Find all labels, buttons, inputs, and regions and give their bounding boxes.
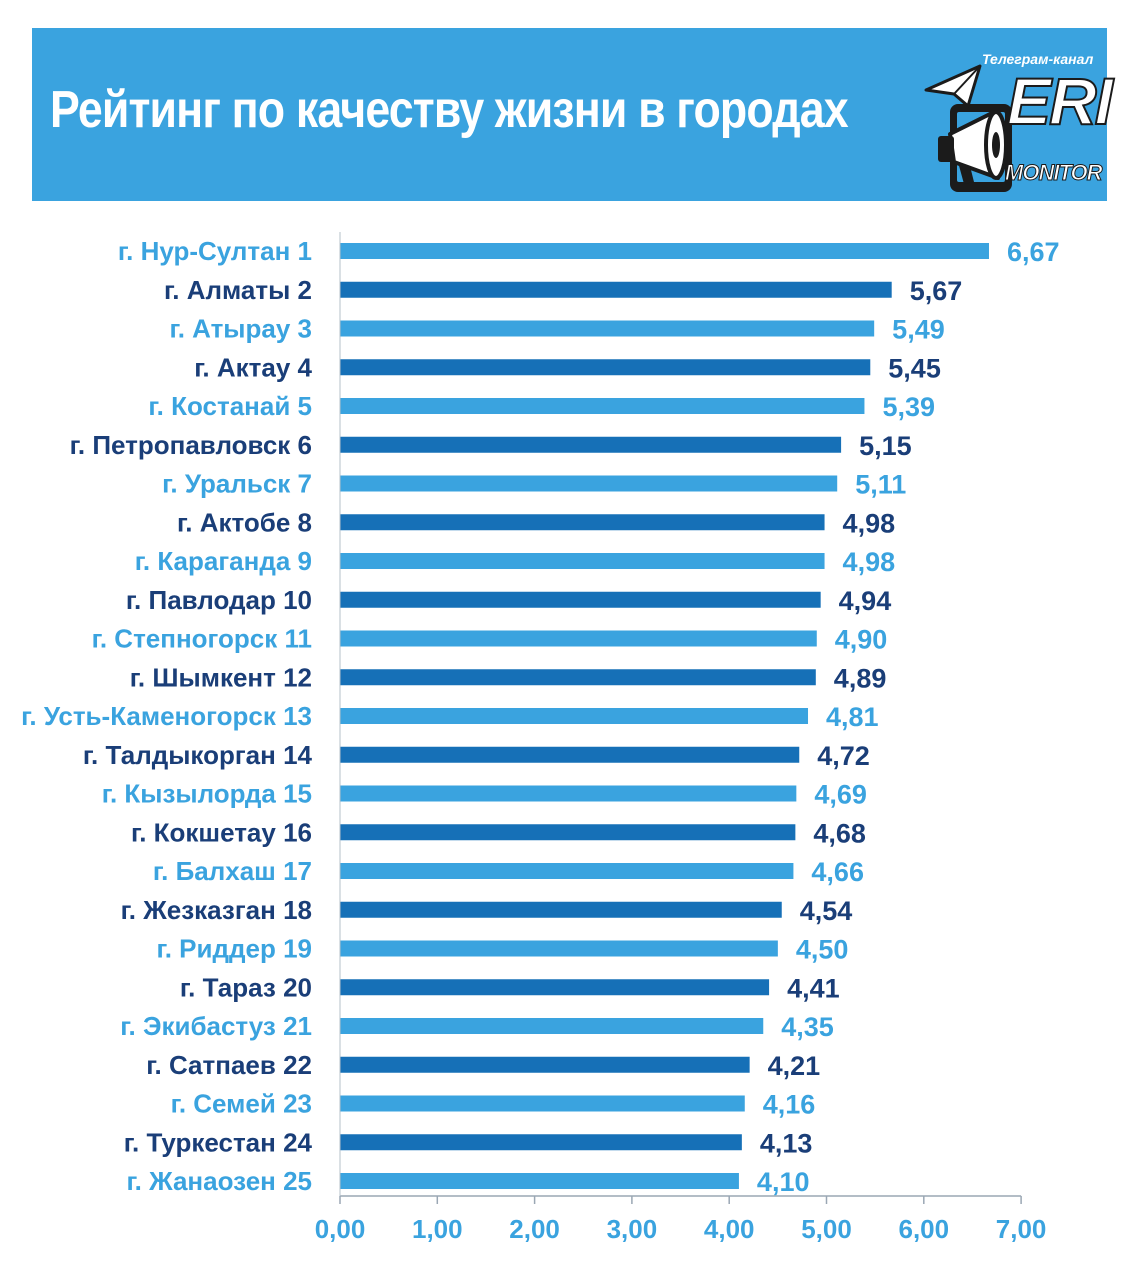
eri-monitor-logo: Телеграм-канал ERI MONITOR <box>902 46 1114 196</box>
value-label: 6,67 <box>1007 237 1060 267</box>
value-label: 4,98 <box>843 508 896 538</box>
value-label: 4,98 <box>843 547 896 577</box>
category-label: г. Балхаш 17 <box>153 856 312 886</box>
bar <box>340 1134 742 1151</box>
category-label: г. Алматы 2 <box>164 275 312 305</box>
value-label: 4,21 <box>768 1051 821 1081</box>
value-label: 5,39 <box>882 392 935 422</box>
bar <box>340 1095 745 1112</box>
logo-caption: Телеграм-канал <box>982 51 1094 67</box>
bar <box>340 436 842 453</box>
x-tick-label: 2,00 <box>509 1214 560 1244</box>
bar <box>340 746 800 763</box>
bar <box>340 281 892 298</box>
bar <box>340 591 821 608</box>
bar <box>340 1056 750 1073</box>
bar <box>340 824 796 841</box>
value-label: 5,67 <box>910 276 963 306</box>
value-label: 4,54 <box>800 896 853 926</box>
bar <box>340 359 871 376</box>
bar <box>340 553 825 569</box>
logo-subtitle: MONITOR <box>1004 160 1102 186</box>
bar <box>340 979 770 996</box>
value-label: 4,13 <box>760 1128 813 1158</box>
category-label: г. Кызылорда 15 <box>102 779 312 809</box>
bar <box>340 1018 764 1034</box>
value-label: 4,66 <box>811 857 864 887</box>
bar <box>340 785 797 802</box>
category-label: г. Туркестан 24 <box>124 1127 313 1157</box>
category-label: г. Костанай 5 <box>148 391 312 421</box>
value-label: 5,11 <box>855 470 906 500</box>
chart-bars: г. Нур-Султан 1 6,67 г. Алматы 2 5,67 г. Аты… <box>21 236 1059 1197</box>
category-label: г. Тараз 20 <box>180 972 312 1002</box>
category-label: г. Сатпаев 22 <box>146 1050 312 1080</box>
value-label: 5,15 <box>859 431 912 461</box>
title-banner: Рейтинг по качеству жизни в городах Теле… <box>32 28 1114 201</box>
bar <box>340 669 816 686</box>
bar <box>340 243 989 259</box>
category-label: г. Талдыкорган 14 <box>83 740 313 770</box>
megaphone-icon <box>924 64 1012 192</box>
value-label: 4,94 <box>839 586 892 616</box>
bar <box>340 630 817 647</box>
category-label: г. Петропавловск 6 <box>70 430 312 460</box>
value-label: 4,69 <box>814 780 867 810</box>
bar <box>340 708 809 724</box>
value-label: 4,81 <box>826 702 879 732</box>
value-label: 5,49 <box>892 315 945 345</box>
bar <box>340 901 782 918</box>
category-label: г. Атырау 3 <box>169 314 312 344</box>
value-label: 4,72 <box>817 741 870 771</box>
category-label: г. Уральск 7 <box>162 469 312 499</box>
x-tick-label: 6,00 <box>898 1214 949 1244</box>
x-tick-label: 4,00 <box>704 1214 755 1244</box>
bar <box>340 863 794 879</box>
value-label: 4,68 <box>813 818 866 848</box>
x-tick-label: 0,00 <box>315 1214 366 1244</box>
x-tick-label: 7,00 <box>996 1214 1047 1244</box>
category-label: г. Жезказган 18 <box>121 895 312 925</box>
value-label: 4,16 <box>763 1090 816 1120</box>
x-tick-label: 3,00 <box>607 1214 658 1244</box>
category-label: г. Шымкент 12 <box>130 662 312 692</box>
value-label: 4,89 <box>834 663 887 693</box>
category-label: г. Усть-Каменогорск 13 <box>21 701 312 731</box>
bar <box>340 514 825 531</box>
bar <box>340 475 838 492</box>
value-label: 4,10 <box>757 1167 810 1197</box>
bar <box>340 1173 739 1189</box>
category-label: г. Риддер 19 <box>157 934 313 964</box>
page-title: Рейтинг по качеству жизни в городах <box>50 81 849 139</box>
category-label: г. Степногорск 11 <box>92 624 312 654</box>
x-tick-label: 5,00 <box>801 1214 852 1244</box>
category-label: г. Актобе 8 <box>177 507 312 537</box>
category-label: г. Жанаозен 25 <box>126 1166 312 1196</box>
bar <box>340 398 865 414</box>
bar <box>340 940 778 957</box>
category-label: г. Экибастуз 21 <box>120 1011 312 1041</box>
x-axis: 0,00 1,00 2,00 3,00 4,00 5,00 6,00 7,00 <box>315 232 1047 1244</box>
category-label: г. Караганда 9 <box>135 546 312 576</box>
value-label: 4,41 <box>787 973 840 1003</box>
category-label: г. Кокшетау 16 <box>131 817 312 847</box>
logo-wordmark: ERI <box>1006 64 1114 138</box>
bar <box>340 320 875 337</box>
category-label: г. Павлодар 10 <box>126 585 312 615</box>
value-label: 5,45 <box>888 353 941 383</box>
value-label: 4,35 <box>781 1012 834 1042</box>
value-label: 4,90 <box>835 625 888 655</box>
x-tick-label: 1,00 <box>412 1214 463 1244</box>
category-label: г. Актау 4 <box>194 352 312 382</box>
category-label: г. Нур-Султан 1 <box>118 236 312 266</box>
category-label: г. Семей 23 <box>171 1089 312 1119</box>
value-label: 4,50 <box>796 935 849 965</box>
